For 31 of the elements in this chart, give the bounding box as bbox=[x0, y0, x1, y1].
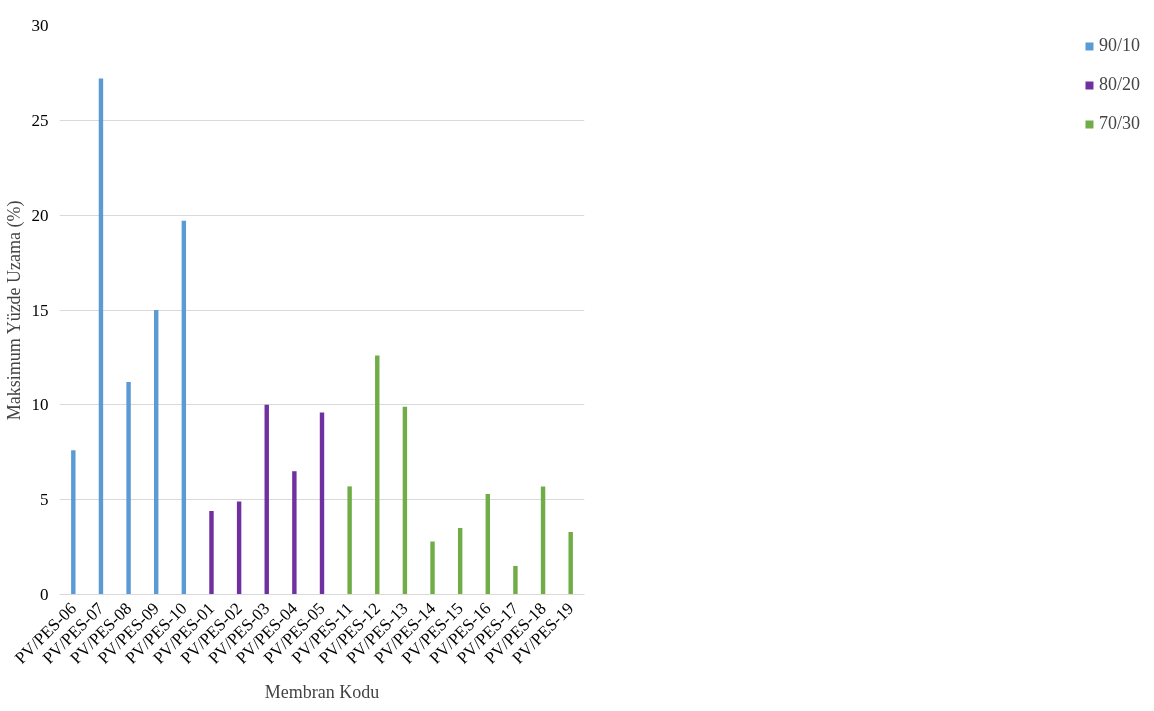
y-tick-label: 10 bbox=[31, 395, 49, 415]
legend-label: 90/10 bbox=[1098, 35, 1140, 56]
bar bbox=[430, 541, 435, 595]
bar bbox=[457, 528, 463, 595]
bar bbox=[236, 501, 242, 595]
bar bbox=[319, 412, 325, 595]
bar bbox=[209, 511, 214, 595]
bar bbox=[402, 406, 408, 595]
y-tick-label: 5 bbox=[40, 490, 49, 510]
x-axis-title: Membran Kodu bbox=[264, 682, 380, 703]
y-tick-label: 20 bbox=[31, 205, 49, 225]
legend-label: 70/30 bbox=[1098, 113, 1140, 134]
bar bbox=[568, 531, 573, 595]
bar bbox=[264, 404, 269, 595]
bar bbox=[513, 566, 518, 595]
legend-label: 80/20 bbox=[1098, 74, 1140, 95]
bar bbox=[71, 450, 76, 595]
bar bbox=[540, 486, 546, 595]
bar bbox=[292, 471, 297, 595]
y-tick-label: 30 bbox=[31, 16, 49, 35]
bar bbox=[347, 486, 352, 595]
bar bbox=[126, 382, 131, 595]
bar bbox=[154, 310, 159, 595]
y-axis-title: Maksimum Yüzde Uzama (%) bbox=[3, 200, 25, 421]
y-tick-label: 25 bbox=[31, 110, 49, 130]
y-tick-label: 0 bbox=[40, 585, 49, 604]
bar bbox=[375, 355, 380, 595]
bar bbox=[485, 493, 490, 595]
bar bbox=[181, 220, 187, 595]
bar bbox=[98, 78, 104, 595]
y-tick-label: 15 bbox=[31, 300, 49, 320]
